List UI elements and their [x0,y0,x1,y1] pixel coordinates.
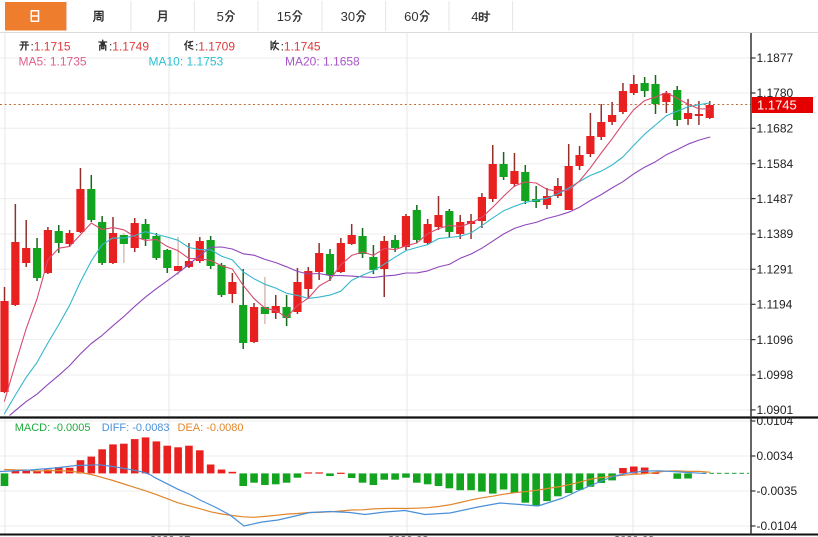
svg-text:1.1749: 1.1749 [112,40,149,54]
svg-text:1.0998: 1.0998 [757,368,794,382]
svg-text:0.0104: 0.0104 [757,414,794,428]
svg-text:1.1291: 1.1291 [757,263,794,277]
svg-text:1.1745: 1.1745 [284,40,321,54]
svg-text:2020-09: 2020-09 [614,535,654,537]
svg-text::: : [109,40,112,54]
svg-text:2020-07: 2020-07 [150,535,190,537]
svg-text:1.1487: 1.1487 [757,192,794,206]
svg-text:1.1709: 1.1709 [198,40,235,54]
svg-text::: : [31,40,34,54]
svg-text:MACD: -0.0005: MACD: -0.0005 [15,422,91,434]
svg-text:1.1584: 1.1584 [757,157,794,171]
svg-text::: : [281,40,284,54]
svg-text:1.1682: 1.1682 [757,122,794,136]
svg-text:0.0034: 0.0034 [757,449,794,463]
svg-text:1.0901: 1.0901 [757,403,794,417]
svg-text:MA5: 1.1735: MA5: 1.1735 [19,55,87,69]
svg-text:-0.0104: -0.0104 [757,519,798,533]
svg-text::: : [195,40,198,54]
svg-text:-0.0035: -0.0035 [757,484,798,498]
svg-text:15: 15 [277,9,291,24]
svg-text:2020-08: 2020-08 [388,535,428,537]
svg-text:1.1389: 1.1389 [757,227,794,241]
svg-text:DIFF: -0.0083: DIFF: -0.0083 [102,422,170,434]
svg-text:60: 60 [404,9,418,24]
svg-text:1.1194: 1.1194 [757,298,793,312]
svg-text:MA10: 1.1753: MA10: 1.1753 [149,55,224,69]
svg-text:1.1745: 1.1745 [757,98,797,113]
svg-text:1.1096: 1.1096 [757,333,794,347]
svg-text:4: 4 [471,9,478,24]
svg-text:MA20: 1.1658: MA20: 1.1658 [285,55,360,69]
svg-text:5: 5 [217,9,224,24]
svg-text:30: 30 [341,9,355,24]
svg-text:1.1780: 1.1780 [757,86,794,100]
svg-text:1.1877: 1.1877 [757,51,794,65]
svg-text:1.1715: 1.1715 [34,40,71,54]
svg-text:DEA: -0.0080: DEA: -0.0080 [178,422,244,434]
